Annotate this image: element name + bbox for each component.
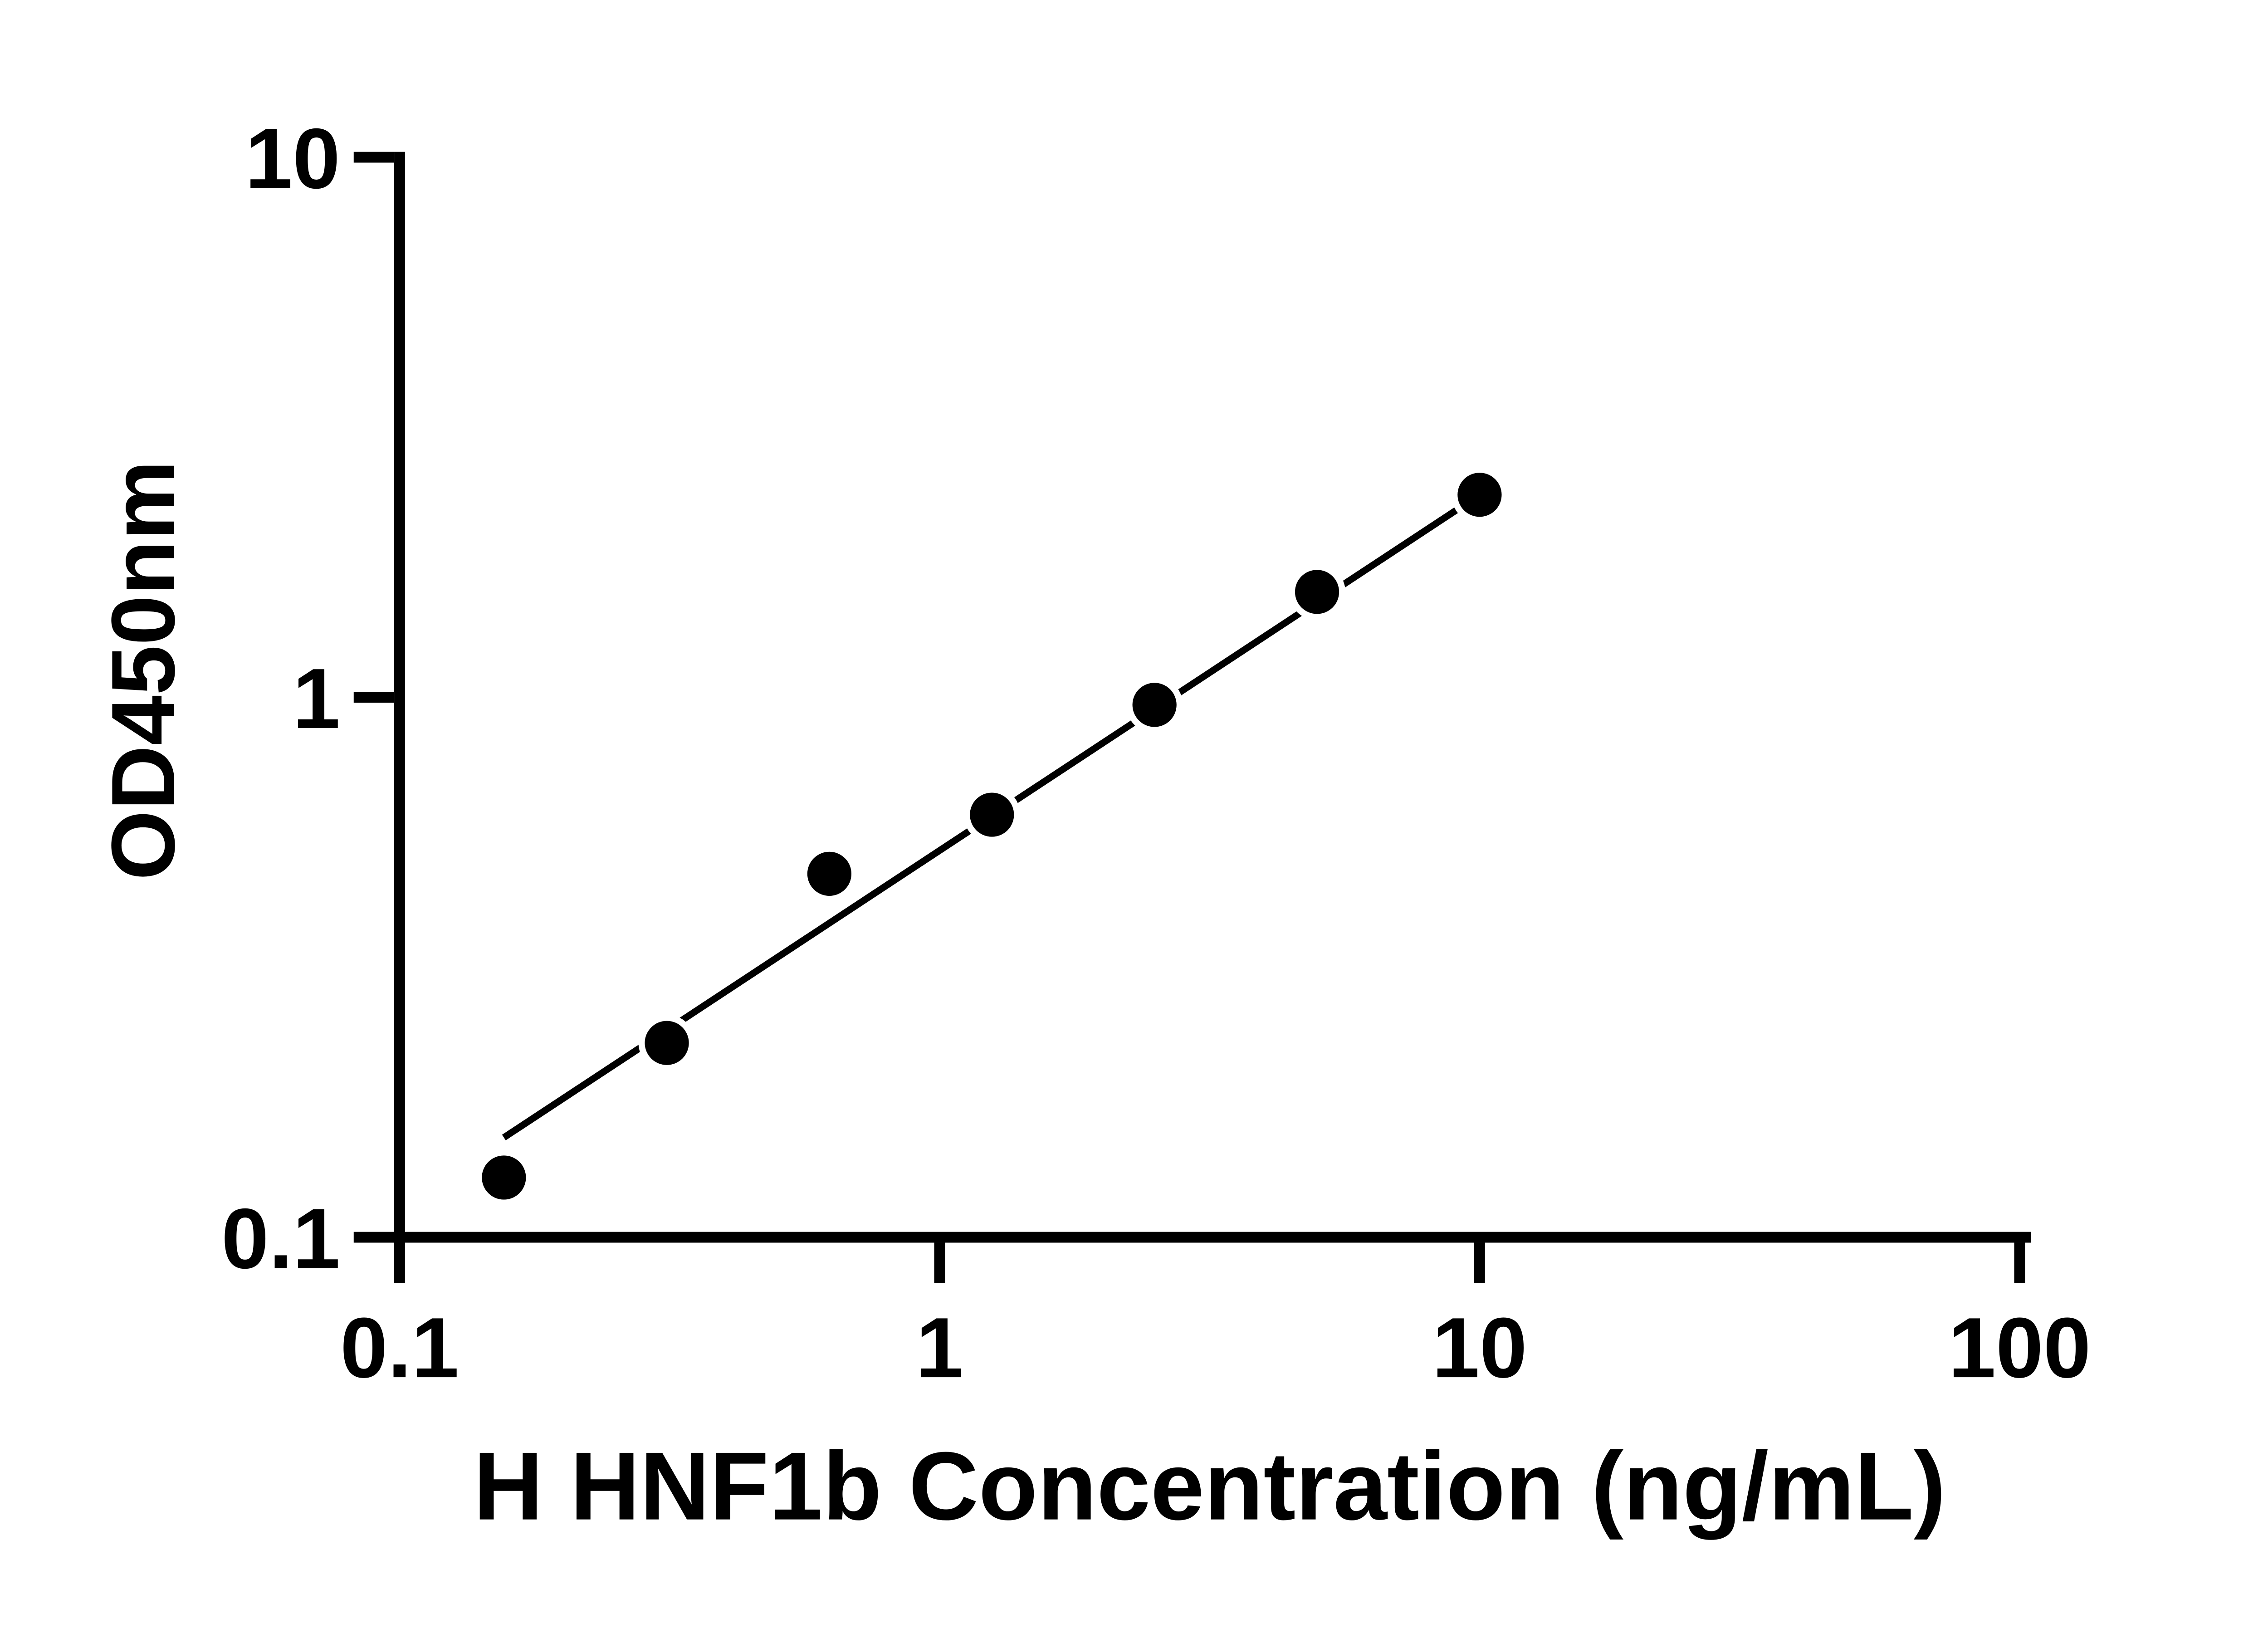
x-axis-title: H HNF1b Concentration (ng/mL) bbox=[473, 1433, 1945, 1540]
data-point bbox=[645, 1021, 689, 1065]
data-point bbox=[482, 1155, 526, 1200]
x-tick-label: 100 bbox=[1948, 1300, 2091, 1395]
x-tick-label: 0.1 bbox=[340, 1300, 459, 1395]
data-point bbox=[1132, 683, 1177, 727]
y-tick-label: 0.1 bbox=[221, 1190, 340, 1286]
data-point bbox=[1295, 570, 1339, 614]
y-tick bbox=[353, 152, 395, 163]
x-tick bbox=[1474, 1242, 1485, 1283]
x-tick-label: 1 bbox=[916, 1300, 963, 1395]
y-axis-title: OD450nm bbox=[93, 460, 194, 880]
data-point bbox=[970, 792, 1014, 837]
data-point bbox=[807, 851, 852, 896]
y-axis-line bbox=[394, 152, 405, 1243]
x-tick bbox=[394, 1242, 405, 1283]
x-tick-label: 10 bbox=[1432, 1300, 1527, 1395]
data-point bbox=[1457, 473, 1502, 517]
y-tick bbox=[353, 692, 395, 703]
x-tick bbox=[934, 1242, 945, 1283]
y-tick-label: 10 bbox=[245, 110, 340, 206]
y-tick-label: 1 bbox=[293, 650, 340, 746]
x-axis-line bbox=[394, 1232, 2031, 1243]
x-tick bbox=[2014, 1242, 2025, 1283]
y-tick bbox=[353, 1232, 395, 1243]
plot-area: 0.1 1 10 0.1 1 10 100 bbox=[221, 110, 2091, 1395]
